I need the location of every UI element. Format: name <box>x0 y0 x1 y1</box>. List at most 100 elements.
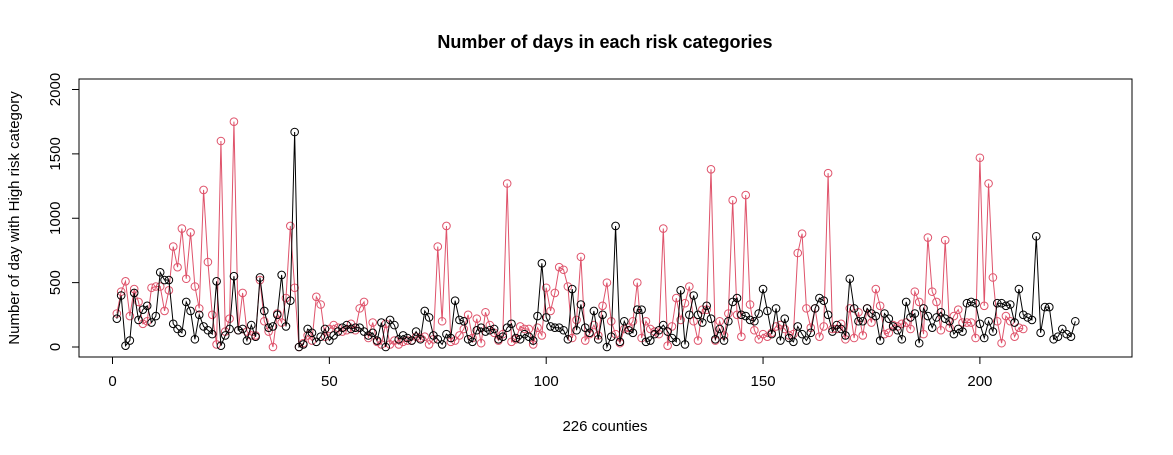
data-point <box>884 328 894 338</box>
data-point <box>433 242 443 251</box>
data-point <box>828 327 837 336</box>
data-point <box>368 328 378 338</box>
data-point <box>273 310 282 320</box>
data-point <box>663 341 672 351</box>
data-point <box>164 286 174 295</box>
data-point <box>750 316 759 326</box>
y-tick-label: 0 <box>47 343 64 351</box>
data-point <box>134 297 143 307</box>
data-point <box>563 334 573 344</box>
data-point <box>689 291 698 300</box>
data-point <box>719 336 729 345</box>
data-point <box>342 325 352 335</box>
data-point <box>854 316 863 326</box>
data-point <box>181 274 191 284</box>
data-point <box>823 168 833 178</box>
data-point <box>155 282 165 291</box>
data-point <box>932 313 941 322</box>
data-point <box>910 287 920 296</box>
data-point <box>251 332 260 342</box>
data-point <box>1001 311 1011 321</box>
data-point <box>962 318 972 327</box>
data-point <box>862 304 872 313</box>
data-point <box>923 311 933 321</box>
data-point <box>528 336 538 345</box>
data-point <box>277 270 286 280</box>
data-point <box>906 324 915 334</box>
data-point <box>585 328 594 338</box>
data-point <box>628 316 638 326</box>
data-point <box>229 271 239 281</box>
data-point <box>845 274 855 284</box>
data-point <box>511 333 521 343</box>
data-point <box>1066 332 1076 342</box>
data-point <box>450 296 460 305</box>
data-point <box>901 297 911 307</box>
data-point <box>216 136 226 146</box>
data-point <box>168 319 178 329</box>
x-tick-label: 200 <box>967 373 992 390</box>
data-point <box>233 325 243 335</box>
data-point <box>1010 318 1019 327</box>
data-point <box>1014 284 1024 294</box>
data-point <box>645 336 655 345</box>
data-point <box>468 337 477 347</box>
chart-title: Number of days in each risk categories <box>437 32 772 52</box>
data-point <box>927 287 937 296</box>
data-point <box>849 304 859 313</box>
data-point <box>550 288 560 298</box>
data-point <box>394 340 404 349</box>
data-point <box>953 305 963 314</box>
data-point <box>572 315 581 325</box>
data-point <box>212 277 221 286</box>
data-point <box>199 185 208 195</box>
data-point <box>711 334 720 344</box>
data-point <box>515 322 525 331</box>
data-point <box>190 282 200 291</box>
data-point <box>472 314 482 323</box>
data-point <box>563 282 573 291</box>
data-point <box>737 310 746 320</box>
data-point <box>880 309 889 318</box>
data-point <box>659 224 668 233</box>
data-point <box>979 301 989 311</box>
series-1 <box>112 127 1080 352</box>
data-point <box>776 336 785 345</box>
data-point <box>745 300 755 309</box>
data-point <box>949 311 959 321</box>
data-point <box>589 320 599 330</box>
data-point <box>663 327 672 336</box>
data-point <box>867 318 876 327</box>
data-point <box>498 329 508 339</box>
data-point <box>364 331 373 340</box>
data-point <box>203 257 213 267</box>
data-point <box>771 304 781 313</box>
data-point <box>1005 300 1015 309</box>
data-point <box>125 311 135 321</box>
data-point <box>121 277 130 286</box>
data-point <box>815 332 824 342</box>
data-point <box>992 316 1002 326</box>
data-point <box>641 337 651 347</box>
data-point <box>320 324 330 334</box>
data-point <box>758 284 768 294</box>
data-point <box>984 316 993 326</box>
data-point <box>316 300 325 309</box>
data-point <box>728 195 737 205</box>
data-point <box>706 165 716 174</box>
data-point <box>472 325 482 335</box>
data-point <box>715 324 724 334</box>
data-point <box>437 316 447 326</box>
data-point <box>615 337 625 347</box>
data-point <box>949 329 959 339</box>
data-point <box>758 329 768 339</box>
data-point <box>897 334 907 344</box>
data-point <box>619 316 629 326</box>
data-point <box>181 297 191 307</box>
data-point <box>446 333 456 343</box>
data-point <box>914 338 924 348</box>
data-point <box>958 318 967 327</box>
data-point <box>637 305 646 314</box>
x-axis-label: 226 counties <box>562 418 647 435</box>
data-point <box>910 309 920 318</box>
